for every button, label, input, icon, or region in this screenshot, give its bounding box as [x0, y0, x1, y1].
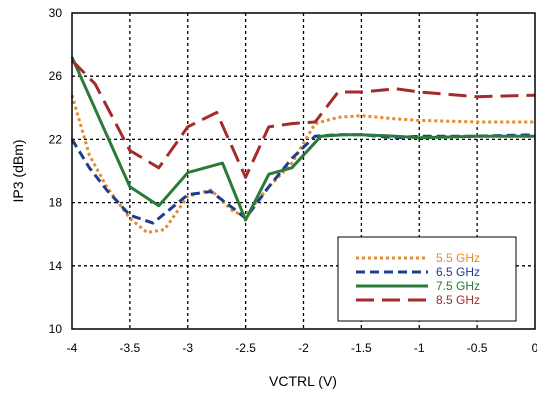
legend-label: 8.5 GHz: [436, 293, 480, 307]
legend-label: 6.5 GHz: [436, 265, 480, 279]
x-tick-label: -3.5: [120, 341, 141, 355]
legend-label: 5.5 GHz: [436, 251, 480, 265]
series-line-8-5-ghz: [70, 59, 536, 179]
x-tick-label: 0: [532, 341, 537, 355]
x-tick-label: -1.5: [351, 341, 372, 355]
series-lines: [70, 56, 536, 235]
y-tick-label: 14: [49, 259, 63, 273]
series-line-6-5-ghz: [70, 133, 536, 225]
x-axis-label: VCTRL (V): [269, 373, 337, 389]
axis-ticks: -4 -3.5 -3 -2.5 -2 -1.5 -1 -0.5 0 10 14 18 22 26 30: [49, 6, 537, 355]
y-tick-label: 22: [49, 132, 63, 146]
series-line-7-5-ghz: [70, 56, 535, 222]
x-tick-label: -4: [67, 341, 78, 355]
x-tick-label: -0.5: [467, 341, 488, 355]
x-tick-label: -2: [298, 341, 309, 355]
y-tick-label: 18: [49, 196, 63, 210]
y-tick-label: 26: [49, 69, 63, 83]
y-tick-label: 10: [49, 322, 63, 336]
plot-area-frame: [71, 12, 536, 330]
y-axis-label: IP3 (dBm): [10, 139, 26, 202]
x-tick-label: -3: [182, 341, 193, 355]
legend-box: [337, 236, 517, 322]
x-tick-label: -2.5: [235, 341, 256, 355]
y-tick-label: 30: [49, 6, 63, 20]
x-tick-label: -1: [414, 341, 425, 355]
legend-label: 7.5 GHz: [436, 279, 480, 293]
